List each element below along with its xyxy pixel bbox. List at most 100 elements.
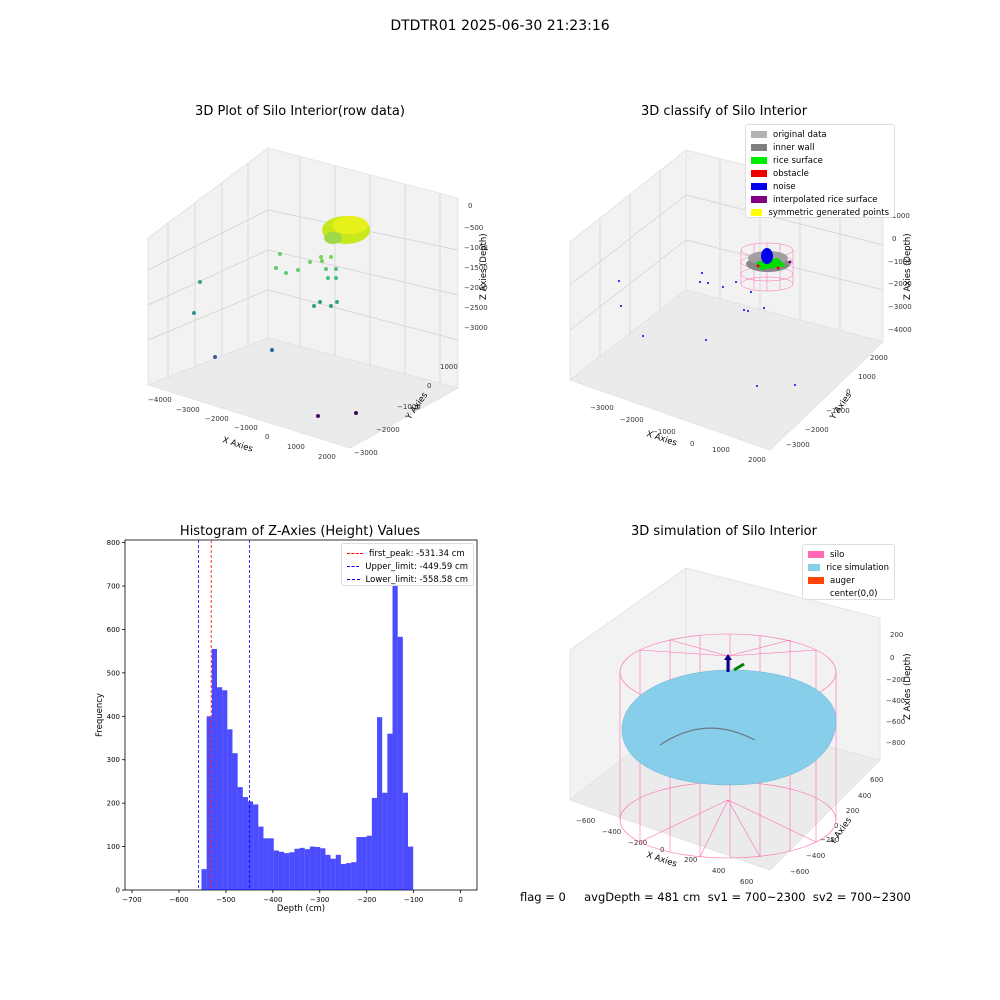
hist-bar [387,733,393,890]
svg-text:−400: −400 [806,852,825,860]
p1-rice-cluster [322,216,370,244]
panel4-legend: silo rice simulation auger center(0,0) [802,544,895,600]
svg-text:−400: −400 [886,697,905,705]
hist-bar [351,862,357,890]
svg-text:−1000: −1000 [464,244,488,252]
legend-item: inner wall [751,141,889,154]
hist-xlabel: Depth (cm) [277,904,325,914]
svg-text:Z Axies (Depth): Z Axies (Depth) [903,653,913,720]
hist-ytick-label: 700 [107,583,120,591]
hist-bar [402,792,409,890]
svg-text:400: 400 [858,792,871,800]
p4-rice-simulation [621,669,837,786]
svg-text:−1500: −1500 [464,264,488,272]
hist-bar [382,792,388,890]
svg-text:−3000: −3000 [176,406,200,414]
legend-swatch [751,183,767,190]
svg-text:Z Axies (Depth): Z Axies (Depth) [903,233,913,300]
legend-swatch [808,577,824,584]
p1-floor-pane [146,337,460,449]
svg-text:−600: −600 [886,718,905,726]
svg-text:200: 200 [846,807,859,815]
svg-text:200: 200 [890,631,903,639]
panel4-title: 3D simulation of Silo Interior [631,524,817,539]
hist-xtick-label: 0 [458,896,462,904]
legend-item: rice surface [751,154,889,167]
hist-bar [263,838,269,890]
hist-xtick-label: −700 [122,896,141,904]
svg-text:0: 0 [892,235,896,243]
legend-item: interpolated rice surface [751,193,889,206]
hist-ytick-label: 500 [107,669,120,677]
hist-xtick-label: −400 [263,896,282,904]
hist-bar [304,849,310,890]
p1-zlabel: Z Axies (Depth) [479,233,489,300]
p2-noise-points [618,272,796,387]
panel3-title: Histogram of Z-Axies (Height) Values [179,524,421,539]
figure-title: DTDTR01 2025-06-30 21:23:16 [390,18,610,34]
legend-line [347,579,360,580]
hist-xtick-label: −300 [310,896,329,904]
legend-swatch [751,157,767,164]
legend-swatch [751,209,763,216]
legend-item: noise [751,180,889,193]
legend-item: Lower_limit: -558.58 cm [347,573,468,586]
legend-line [347,553,363,554]
svg-text:−3000: −3000 [590,404,614,412]
hist-bar [284,853,290,890]
svg-text:−3000: −3000 [354,449,378,457]
svg-text:1000: 1000 [440,363,458,371]
hist-bar [289,852,295,890]
svg-text:2000: 2000 [318,453,336,461]
hist-bar [227,729,233,890]
hist-bar [268,838,274,890]
legend-item: rice simulation [808,561,889,574]
hist-bar [397,636,403,890]
hist-ytick-label: 400 [107,713,120,721]
svg-text:0: 0 [890,654,894,662]
svg-text:0: 0 [834,822,838,830]
hist-bar [201,869,207,890]
svg-text:−400: −400 [602,828,621,836]
hist-bar [247,801,254,890]
legend-item: original data [751,128,889,141]
p4-auger [724,654,745,672]
hist-xtick-label: −100 [404,896,423,904]
svg-text:−2000: −2000 [376,426,400,434]
svg-text:−1000: −1000 [234,424,258,432]
hist-plot-frame [124,539,478,891]
hist-bar [320,848,326,890]
svg-text:1000: 1000 [712,446,730,454]
hist-bar [309,846,316,890]
hist-bar [211,648,217,890]
svg-text:600: 600 [870,776,883,784]
hist-bar [356,837,362,890]
svg-text:−600: −600 [790,868,809,876]
hist-bar [408,846,414,890]
hist-bar [299,847,305,890]
hist-xtick-label: −500 [216,896,235,904]
svg-text:600: 600 [740,878,753,886]
svg-text:−2500: −2500 [464,304,488,312]
svg-text:−200: −200 [628,839,647,847]
hist-ytick-label: 300 [107,756,120,764]
legend-item: obstacle [751,167,889,180]
legend-item: silo [808,548,889,561]
hist-bar [335,854,341,890]
svg-text:−1000: −1000 [397,403,421,411]
svg-text:−200: −200 [886,676,905,684]
svg-text:−4000: −4000 [888,326,912,334]
svg-text:0: 0 [690,440,694,448]
svg-text:−3000: −3000 [464,324,488,332]
hist-bar [366,835,372,890]
hist-xtick-label: −200 [357,896,376,904]
svg-text:−4000: −4000 [148,396,172,404]
svg-text:400: 400 [712,867,725,875]
hist-ytick-label: 800 [107,539,120,547]
hist-bar [294,848,300,890]
hist-bar [258,826,264,890]
legend-swatch [751,196,767,203]
histogram-legend: first_peak: -531.34 cm Upper_limit: -449… [341,543,474,586]
